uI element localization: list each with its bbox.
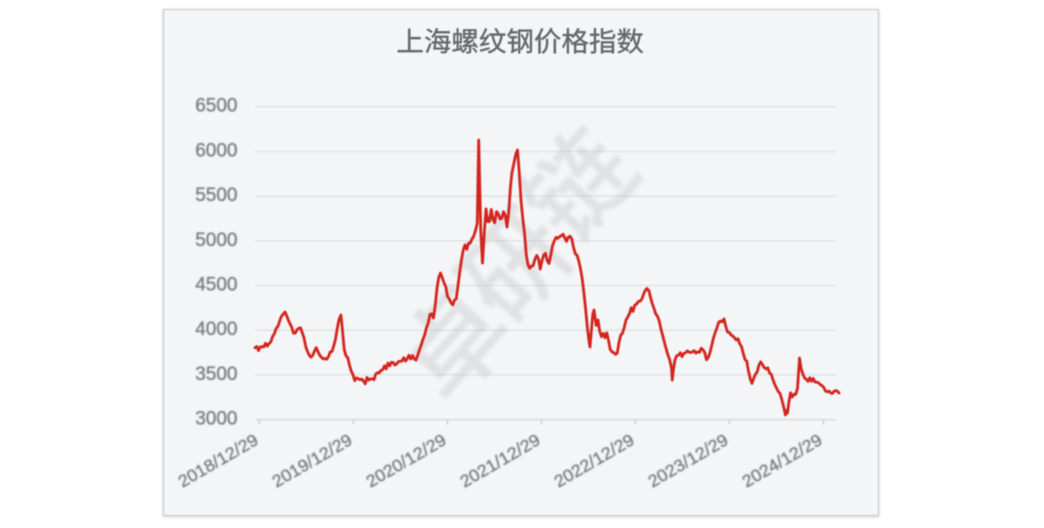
svg-text:2021/12/29: 2021/12/29 (456, 430, 543, 492)
svg-text:6000: 6000 (195, 140, 237, 161)
svg-text:2023/12/29: 2023/12/29 (644, 430, 731, 492)
svg-text:3000: 3000 (195, 409, 237, 430)
svg-text:2018/12/29: 2018/12/29 (174, 430, 261, 492)
svg-text:2022/12/29: 2022/12/29 (550, 430, 637, 492)
svg-text:6500: 6500 (195, 96, 237, 117)
svg-text:5500: 5500 (195, 185, 237, 206)
svg-text:4000: 4000 (195, 319, 237, 340)
svg-text:2024/12/29: 2024/12/29 (738, 430, 825, 492)
svg-text:2019/12/29: 2019/12/29 (268, 430, 355, 492)
svg-text:3500: 3500 (195, 364, 237, 385)
svg-text:2020/12/29: 2020/12/29 (362, 430, 449, 492)
svg-text:4500: 4500 (195, 274, 237, 295)
svg-text:5000: 5000 (195, 230, 237, 251)
